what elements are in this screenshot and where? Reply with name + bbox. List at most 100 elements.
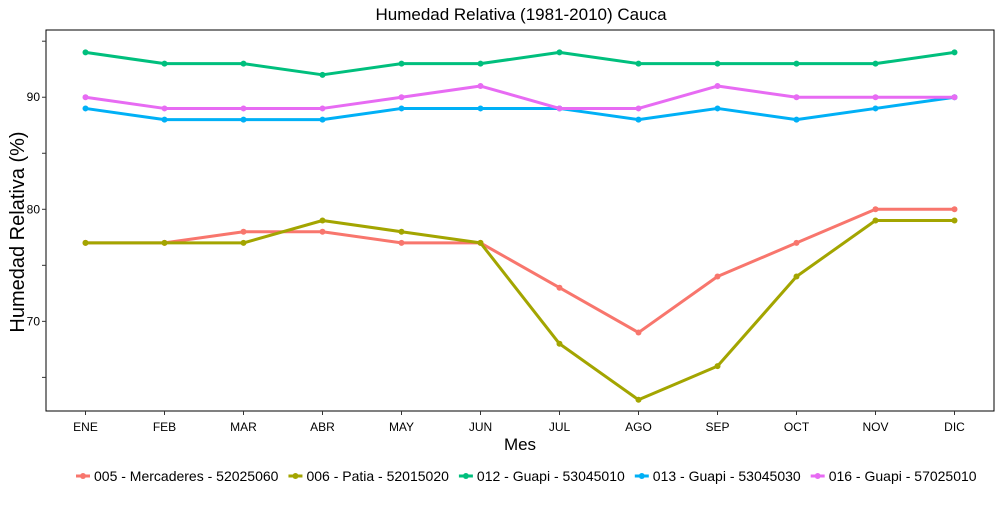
legend-label: 013 - Guapi - 53045030	[653, 468, 801, 484]
data-point	[793, 273, 800, 280]
data-point	[477, 60, 484, 67]
data-point	[872, 217, 879, 224]
x-tick-label: ABR	[310, 420, 335, 434]
x-tick-label: JUN	[469, 420, 492, 434]
series-line	[85, 84, 955, 110]
series-0	[82, 206, 958, 336]
data-point	[82, 239, 89, 246]
legend-swatch-point	[638, 473, 645, 479]
data-point	[82, 105, 89, 112]
data-point	[951, 94, 958, 101]
data-point	[161, 239, 168, 246]
data-point	[398, 228, 405, 235]
series-line	[85, 219, 955, 402]
legend-label: 016 - Guapi - 57025010	[829, 468, 977, 484]
y-axis-ticks: 70 80 90	[27, 40, 46, 378]
legend-item: 006 - Patia - 52015020	[288, 468, 449, 484]
data-point	[556, 49, 563, 56]
legend-label: 012 - Guapi - 53045010	[477, 468, 625, 484]
series-line	[85, 207, 955, 335]
data-point	[872, 105, 879, 112]
y-tick-label: 90	[27, 90, 41, 104]
data-point	[82, 49, 89, 56]
legend-label: 006 - Patia - 52015020	[306, 468, 449, 484]
data-point	[240, 228, 247, 235]
legend-swatch-point	[462, 473, 469, 479]
data-point	[319, 105, 326, 112]
x-tick-label: DIC	[944, 420, 965, 434]
y-axis-label: Humedad Relativa (%)	[7, 131, 29, 332]
data-point	[556, 284, 563, 291]
data-point	[161, 60, 168, 67]
x-tick-label: NOV	[862, 420, 888, 434]
data-point	[793, 94, 800, 101]
data-point	[714, 83, 721, 90]
x-tick-label: MAR	[230, 420, 257, 434]
x-tick-label: JUL	[549, 420, 571, 434]
data-point	[714, 363, 721, 370]
x-tick-label: SEP	[705, 420, 729, 434]
x-axis-label: Mes	[504, 435, 536, 454]
x-tick-label: OCT	[784, 420, 810, 434]
x-tick-label: ENE	[73, 420, 98, 434]
data-point	[872, 94, 879, 101]
data-point	[872, 206, 879, 213]
legend-swatch-point	[80, 473, 86, 479]
data-point	[872, 60, 879, 67]
data-point	[793, 239, 800, 246]
plot-area	[45, 29, 995, 412]
data-point	[714, 273, 721, 280]
data-point	[477, 83, 484, 90]
legend: 005 - Mercaderes - 52025060 006 - Patia -…	[76, 468, 977, 484]
data-point	[240, 239, 247, 246]
data-point	[635, 116, 642, 123]
data-point	[635, 396, 642, 403]
series-4	[82, 83, 958, 112]
data-point	[161, 116, 168, 123]
data-point	[714, 105, 721, 112]
legend-item: 012 - Guapi - 53045010	[458, 468, 625, 484]
data-point	[82, 94, 89, 101]
x-tick-label: MAY	[389, 420, 414, 434]
y-tick-label: 80	[27, 202, 41, 216]
legend-item: 005 - Mercaderes - 52025060	[76, 468, 279, 484]
data-point	[240, 60, 247, 67]
y-tick-label: 70	[27, 314, 41, 328]
chart-title: Humedad Relativa (1981-2010) Cauca	[375, 5, 667, 24]
data-point	[240, 116, 247, 123]
legend-swatch-point	[292, 473, 299, 479]
data-point	[319, 116, 326, 123]
data-point	[398, 60, 405, 67]
data-point	[398, 105, 405, 112]
data-point	[477, 105, 484, 112]
x-tick-label: FEB	[153, 420, 176, 434]
series-1	[82, 217, 958, 403]
data-point	[635, 105, 642, 112]
data-point	[556, 340, 563, 347]
data-point	[319, 217, 326, 224]
data-point	[635, 329, 642, 336]
legend-item: 016 - Guapi - 57025010	[810, 468, 977, 484]
data-point	[951, 49, 958, 56]
legend-item: 013 - Guapi - 53045030	[634, 468, 801, 484]
data-point	[714, 60, 721, 67]
legend-swatch-point	[814, 473, 821, 479]
plot-border	[45, 29, 995, 412]
data-point	[477, 239, 484, 246]
data-point	[161, 105, 168, 112]
series-2	[82, 49, 958, 78]
data-point	[398, 239, 405, 246]
data-point	[319, 228, 326, 235]
x-axis-ticks: ENE FEB MAR ABR MAY JUN JUL AGO SEP OCT NOV DIC	[73, 411, 965, 434]
series-line	[85, 50, 955, 77]
series-3	[82, 94, 958, 123]
x-tick-label: AGO	[625, 420, 652, 434]
data-point	[951, 217, 958, 224]
data-point	[793, 116, 800, 123]
data-point	[319, 71, 326, 78]
data-point	[793, 60, 800, 67]
legend-label: 005 - Mercaderes - 52025060	[94, 468, 279, 484]
data-point	[556, 105, 563, 112]
data-point	[398, 94, 405, 101]
data-point	[240, 105, 247, 112]
